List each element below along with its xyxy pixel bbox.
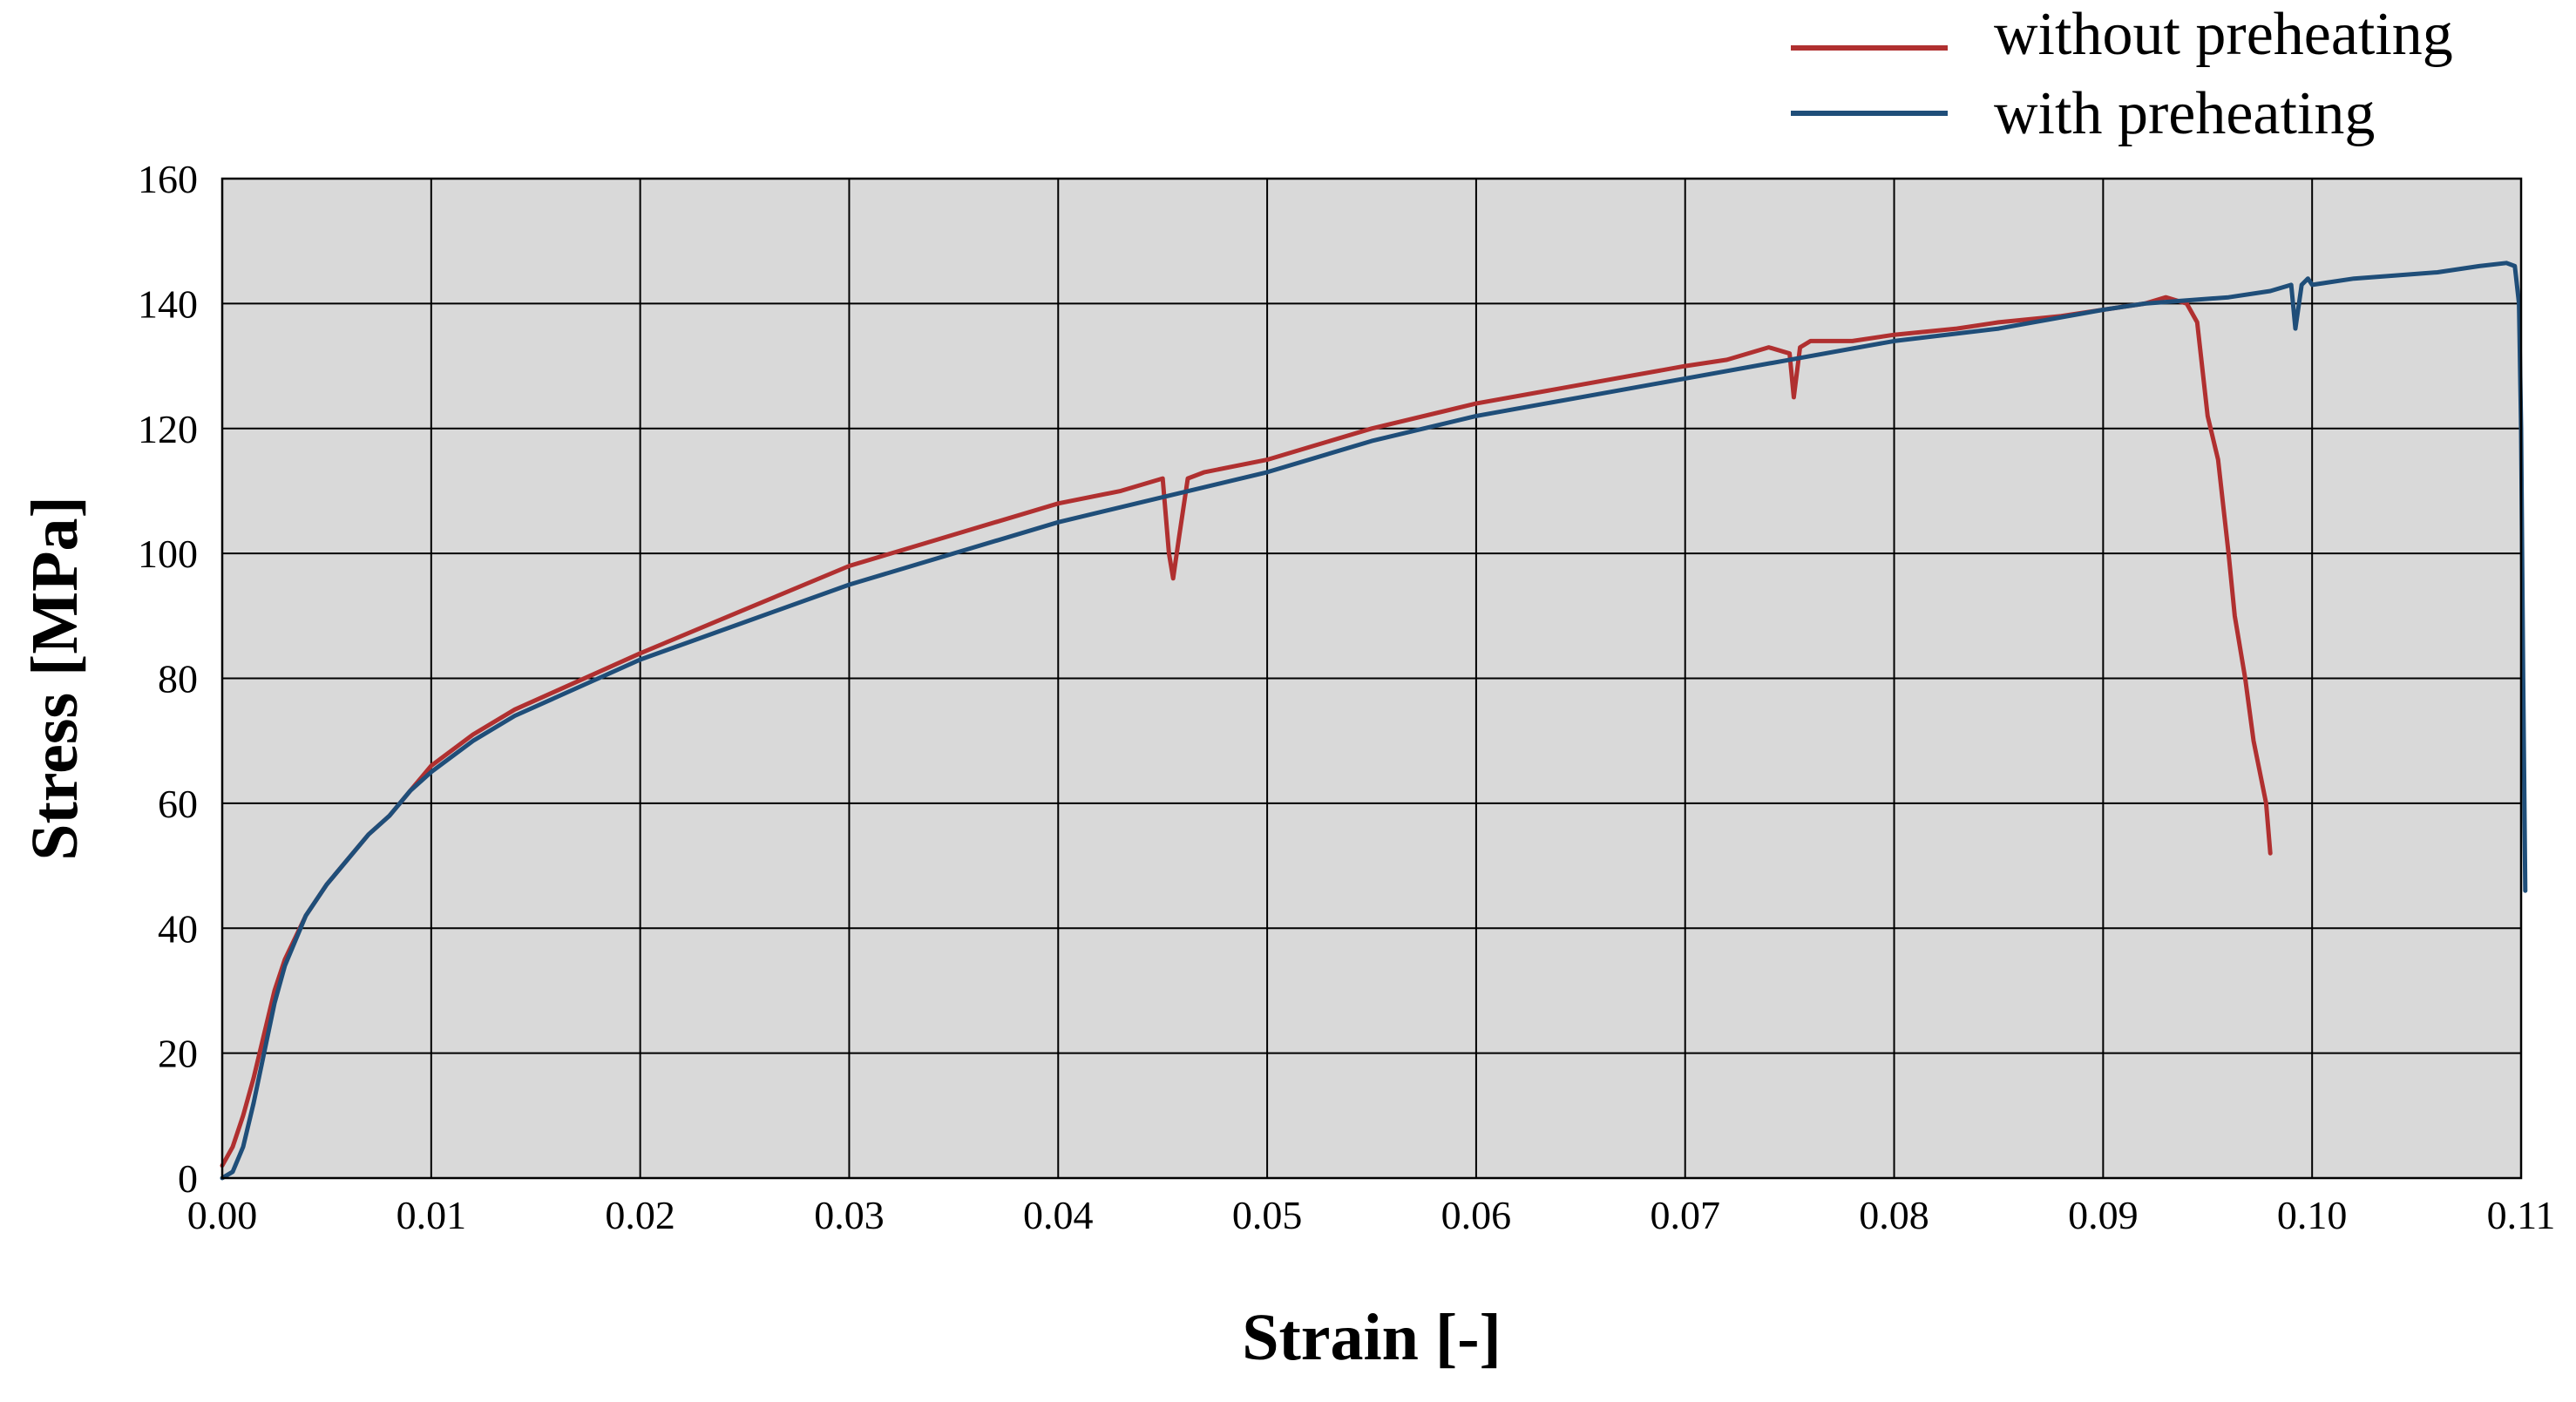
y-axis-title: Stress [MPa] [18,496,92,861]
plot-frame [220,177,2523,1180]
y-tick-label: 100 [138,532,198,576]
y-tick-label: 20 [158,1032,198,1076]
x-tick-label: 0.02 [605,1193,675,1237]
y-tick-label: 160 [138,157,198,201]
y-tick-label: 80 [158,657,198,701]
y-tick-label: 140 [138,281,198,326]
legend-label-without-preheating: without preheating [1994,1,2453,68]
x-tick-label: 0.09 [2068,1193,2139,1237]
x-tick-label: 0.00 [187,1193,258,1237]
x-tick-label: 0.08 [1859,1193,1929,1237]
x-tick-label: 0.06 [1441,1193,1512,1237]
x-tick-label: 0.11 [2487,1193,2556,1237]
x-tick-label: 0.10 [2277,1193,2348,1237]
x-axis-title: Strain [-] [1242,1301,1502,1374]
x-tick-labels: 0.00 0.01 0.02 0.03 0.04 0.05 0.06 0.07 0.08 0.09… [187,1193,2556,1237]
y-tick-label: 0 [178,1156,198,1201]
x-tick-label: 0.01 [397,1193,467,1237]
legend: without preheating with preheating [1791,1,2453,147]
series-layer [220,261,2528,1181]
legend-label-with-preheating: with preheating [1994,80,2375,147]
y-tick-label: 60 [158,782,198,826]
y-tick-label: 40 [158,906,198,951]
series-line-with-preheating [220,261,2528,1181]
y-tick-labels: 0 20 40 60 80 100 120 140 160 [138,157,198,1201]
x-tick-label: 0.03 [814,1193,885,1237]
x-tick-label: 0.07 [1650,1193,1720,1237]
x-tick-label: 0.05 [1232,1193,1303,1237]
x-tick-label: 0.04 [1023,1193,1094,1237]
y-tick-label: 120 [138,407,198,451]
